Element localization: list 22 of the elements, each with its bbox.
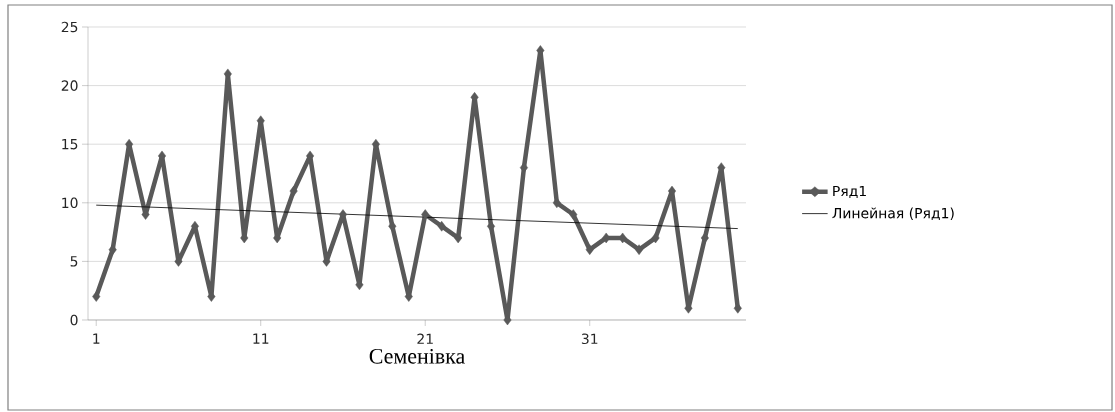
point [437, 220, 446, 232]
legend-label: Ряд1 [833, 185, 866, 199]
legend-label: Линейная (Ряд1) [832, 207, 954, 221]
y-tick-label: 25 [61, 21, 78, 33]
point [289, 185, 298, 197]
y-tick-label: 0 [70, 314, 78, 326]
point [733, 303, 742, 314]
point [651, 232, 660, 244]
y-tick-label: 10 [62, 197, 78, 209]
point [569, 209, 578, 220]
point [585, 244, 594, 255]
x-tick-label: 1 [93, 333, 100, 344]
x-axis-title: Семенівка [369, 348, 465, 364]
point [635, 244, 644, 255]
point [421, 209, 430, 220]
x-tick-label: 31 [581, 333, 598, 345]
y-tick-label: 5 [70, 256, 78, 267]
y-tick-label: 15 [62, 139, 78, 150]
y-tick-label: 20 [61, 80, 78, 91]
point [92, 291, 101, 302]
x-tick-label: 21 [417, 333, 433, 344]
x-tick-label: 11 [253, 333, 269, 344]
